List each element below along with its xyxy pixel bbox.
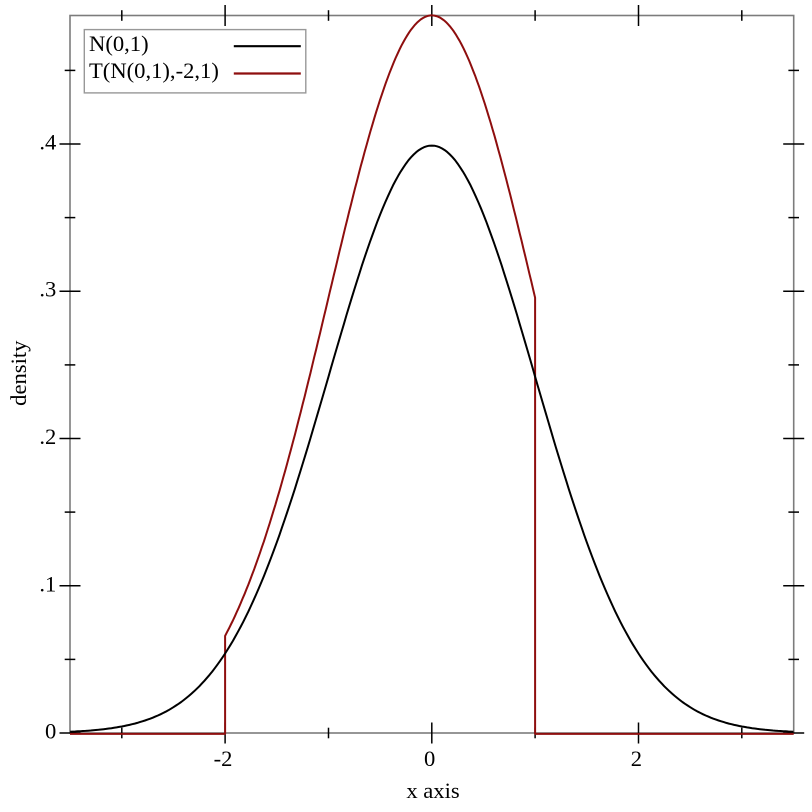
svg-text:T(N(0,1),-2,1): T(N(0,1),-2,1)	[89, 58, 219, 83]
svg-text:N(0,1): N(0,1)	[89, 31, 149, 56]
svg-text:.1: .1	[39, 571, 56, 596]
svg-text:x axis: x axis	[406, 778, 459, 803]
svg-text:0: 0	[424, 746, 435, 771]
svg-text:.2: .2	[39, 424, 56, 449]
svg-text:2: 2	[631, 746, 642, 771]
svg-text:-2: -2	[214, 746, 233, 771]
svg-text:density: density	[6, 340, 31, 406]
svg-text:.4: .4	[39, 130, 56, 155]
svg-text:.3: .3	[39, 277, 56, 302]
svg-text:0: 0	[45, 719, 56, 744]
